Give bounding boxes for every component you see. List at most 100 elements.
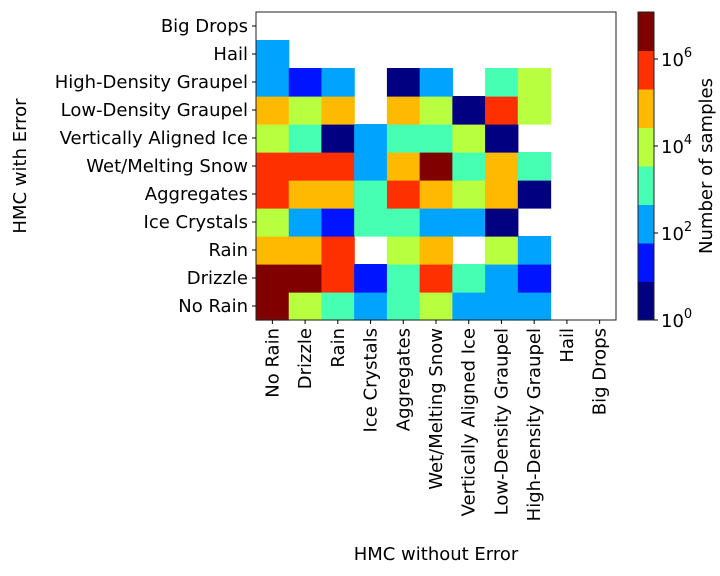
heatmap-cell — [452, 152, 486, 181]
colorbar-tick-label: 100 — [661, 307, 692, 332]
colorbar-tick-label: 104 — [661, 133, 692, 158]
heatmap-cell — [354, 124, 388, 153]
heatmap-cells — [256, 40, 552, 321]
heatmap-cell — [321, 208, 355, 237]
heatmap-cell — [386, 68, 421, 97]
heatmap-cell — [452, 180, 486, 209]
heatmap-cell — [517, 96, 552, 125]
colorbar-segment — [638, 50, 654, 90]
x-axis-ticks: No Rain Drizzle Rain Ice Crystals Aggregates… — [262, 320, 611, 521]
x-tick-label: No Rain — [262, 328, 283, 398]
y-tick-label: Ice Crystals — [144, 212, 248, 233]
heatmap-cell — [517, 264, 552, 293]
colorbar-segment — [638, 89, 654, 128]
heatmap-cell — [485, 152, 519, 181]
y-tick-label: Rain — [208, 240, 248, 261]
heatmap-cell — [256, 180, 290, 209]
heatmap-cell — [321, 292, 355, 321]
x-tick-label: Drizzle — [295, 328, 316, 389]
heatmap-cell — [354, 208, 388, 237]
heatmap-cell — [288, 264, 323, 293]
heatmap-cell — [419, 68, 453, 97]
heatmap-cell — [321, 236, 355, 265]
heatmap-cell — [354, 152, 388, 181]
colorbar-segment — [638, 12, 654, 51]
x-tick-label: Vertically Aligned Ice — [459, 328, 480, 516]
heatmap-cell — [321, 264, 355, 293]
heatmap-cell — [321, 124, 355, 153]
heatmap-cell — [386, 236, 421, 265]
heatmap-cell — [256, 264, 290, 293]
heatmap-cell — [386, 180, 421, 209]
heatmap-cell — [288, 68, 323, 97]
heatmap-cell — [256, 208, 290, 237]
heatmap-cell — [517, 68, 552, 97]
heatmap-cell — [485, 124, 519, 153]
heatmap-cell — [386, 96, 421, 125]
heatmap-cell — [452, 292, 486, 321]
heatmap-cell — [419, 208, 453, 237]
heatmap-cell — [288, 292, 323, 321]
heatmap-cell — [256, 152, 290, 181]
heatmap-cell — [386, 124, 421, 153]
heatmap-cell — [517, 236, 552, 265]
colorbar-frame — [637, 11, 655, 321]
x-tick-label: Ice Crystals — [361, 328, 382, 432]
heatmap-cell — [288, 208, 323, 237]
heatmap-cell — [419, 152, 453, 181]
heatmap-cell — [517, 152, 552, 181]
heatmap-cell — [321, 180, 355, 209]
x-tick-label: Rain — [328, 328, 349, 368]
x-tick-label: Aggregates — [393, 328, 414, 431]
heatmap-cell — [419, 236, 453, 265]
heatmap-cell — [288, 124, 323, 153]
y-tick-label: High-Density Graupel — [55, 72, 248, 93]
heatmap-cell — [386, 292, 421, 321]
heatmap-cell — [256, 96, 290, 125]
heatmap-cell — [485, 208, 519, 237]
heatmap-cell — [517, 292, 552, 321]
heatmap-cell — [419, 264, 453, 293]
y-tick-label: Wet/Melting Snow — [86, 156, 248, 177]
colorbar-label: Number of samples — [696, 78, 717, 254]
colorbar-segment — [638, 166, 654, 205]
heatmap-cell — [452, 96, 486, 125]
heatmap-cell — [386, 264, 421, 293]
heatmap-cell — [419, 292, 453, 321]
heatmap-cell — [517, 180, 552, 209]
heatmap-cell — [485, 180, 519, 209]
heatmap-cell — [256, 292, 290, 321]
heatmap-cell — [419, 96, 453, 125]
heatmap-cell — [354, 180, 388, 209]
colorbar-segment — [638, 243, 654, 282]
x-tick-label: Low-Density Graupel — [491, 328, 512, 515]
heatmap-cell — [321, 152, 355, 181]
heatmap-cell — [354, 292, 388, 321]
heatmap-cell — [288, 152, 323, 181]
heatmap-cell — [256, 68, 290, 97]
colorbar-segment — [638, 127, 654, 167]
x-axis-label: HMC without Error — [354, 544, 519, 565]
y-axis-ticks: No Rain Drizzle Rain Ice Crystals Aggregates… — [55, 16, 256, 317]
heatmap-cell — [321, 96, 355, 125]
heatmap-cell — [288, 236, 323, 265]
heatmap-cell — [321, 68, 355, 97]
heatmap-cell — [354, 264, 388, 293]
y-tick-label: Aggregates — [145, 184, 248, 205]
heatmap-cell — [485, 68, 519, 97]
colorbar-tick-label: 106 — [661, 46, 692, 71]
colorbar-segment — [638, 204, 654, 244]
colorbar: 100 102 104 106 — [637, 11, 692, 332]
heatmap-cell — [485, 264, 519, 293]
colorbar-tick-label: 102 — [661, 220, 692, 245]
y-tick-label: No Rain — [178, 296, 248, 317]
heatmap-cell — [256, 124, 290, 153]
heatmap-cell — [419, 180, 453, 209]
y-tick-label: Big Drops — [161, 16, 248, 37]
x-tick-label: Big Drops — [590, 328, 611, 415]
y-axis-label: HMC with Error — [10, 98, 31, 234]
heatmap-cell — [288, 96, 323, 125]
x-tick-label: Hail — [557, 328, 578, 363]
heatmap-cell — [452, 264, 486, 293]
